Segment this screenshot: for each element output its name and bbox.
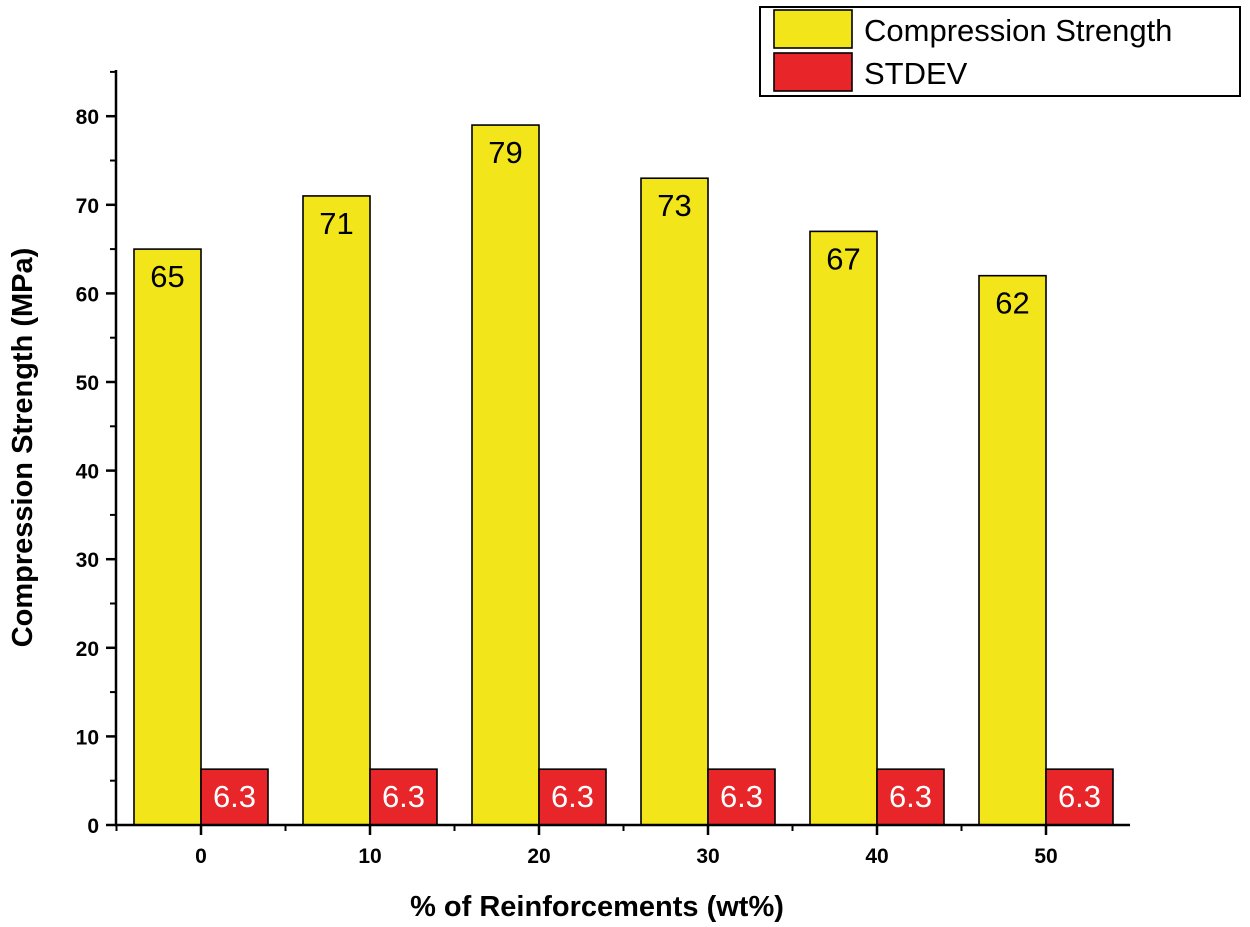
x-tick-label: 0 xyxy=(195,845,207,868)
y-tick-label: 70 xyxy=(76,195,99,218)
stdev-bar xyxy=(1045,768,1114,826)
legend: Compression Strength STDEV xyxy=(759,6,1241,97)
y-tick-label: 60 xyxy=(76,283,99,306)
x-axis-title: % of Reinforcements (wt%) xyxy=(410,891,784,923)
y-tick-label: 0 xyxy=(87,815,99,838)
compression-strength-value-label: 79 xyxy=(488,135,522,170)
legend-label-stdev: STDEV xyxy=(864,56,968,91)
y-tick-label: 40 xyxy=(76,461,99,484)
data-labels-layer: 65 71 79 73 67 62 6.3 6.3 6.3 6.3 6.3 6.3 xyxy=(150,135,1101,814)
y-tick-label: 30 xyxy=(76,549,99,572)
stdev-value-label: 6.3 xyxy=(551,779,594,814)
stdev-value-label: 6.3 xyxy=(1058,779,1101,814)
compression-strength-value-label: 62 xyxy=(995,286,1029,321)
stdev-value-label: 6.3 xyxy=(382,779,425,814)
y-tick-label: 50 xyxy=(76,372,99,395)
bars-layer xyxy=(133,124,1114,826)
y-tick-label: 10 xyxy=(76,726,99,749)
stdev-bar xyxy=(200,768,269,826)
compression-strength-value-label: 71 xyxy=(319,206,353,241)
compression-strength-bar xyxy=(809,230,878,826)
stdev-value-label: 6.3 xyxy=(213,779,256,814)
stdev-value-label: 6.3 xyxy=(889,779,932,814)
compression-strength-bar xyxy=(471,124,540,826)
compression-strength-bar xyxy=(978,274,1047,826)
legend-swatch-stdev xyxy=(773,52,853,92)
x-ticks-layer: 0 10 20 30 40 50 xyxy=(115,825,1058,868)
x-tick-label: 30 xyxy=(696,845,719,868)
compression-strength-bar xyxy=(133,248,202,826)
compression-strength-bar xyxy=(302,195,371,826)
compression-strength-value-label: 67 xyxy=(826,241,860,276)
y-axis-title: Compression Strength (MPa) xyxy=(7,248,39,648)
x-tick-label: 20 xyxy=(527,845,550,868)
legend-swatch-compression-strength xyxy=(773,9,853,49)
legend-label-compression-strength: Compression Strength xyxy=(864,13,1172,48)
y-tick-label: 80 xyxy=(76,106,99,129)
x-tick-label: 50 xyxy=(1034,845,1057,868)
compression-strength-value-label: 65 xyxy=(150,259,184,294)
x-tick-label: 10 xyxy=(358,845,381,868)
y-ticks-layer: 0 10 20 30 40 50 60 70 80 xyxy=(76,70,116,838)
y-tick-label: 20 xyxy=(76,638,99,661)
compression-strength-bar xyxy=(640,177,709,826)
compression-strength-value-label: 73 xyxy=(657,188,691,223)
stdev-bar xyxy=(707,768,776,826)
stdev-value-label: 6.3 xyxy=(720,779,763,814)
stdev-bar xyxy=(369,768,438,826)
axes-layer xyxy=(114,70,1130,827)
x-tick-label: 40 xyxy=(865,845,888,868)
